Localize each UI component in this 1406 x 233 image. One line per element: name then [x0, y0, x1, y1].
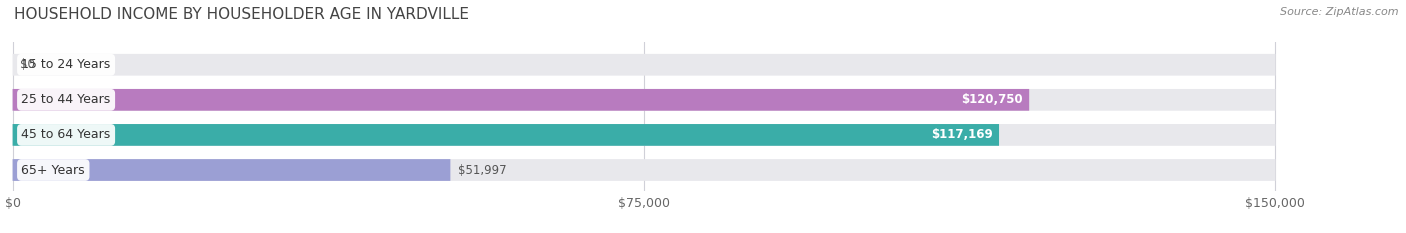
Text: 65+ Years: 65+ Years	[21, 164, 86, 177]
FancyBboxPatch shape	[13, 159, 450, 181]
Text: 15 to 24 Years: 15 to 24 Years	[21, 58, 111, 71]
FancyBboxPatch shape	[13, 89, 1029, 111]
FancyBboxPatch shape	[13, 124, 1000, 146]
FancyBboxPatch shape	[13, 159, 1275, 181]
FancyBboxPatch shape	[13, 89, 1275, 111]
Text: 25 to 44 Years: 25 to 44 Years	[21, 93, 111, 106]
Text: $120,750: $120,750	[962, 93, 1022, 106]
Text: 45 to 64 Years: 45 to 64 Years	[21, 128, 111, 141]
Text: HOUSEHOLD INCOME BY HOUSEHOLDER AGE IN YARDVILLE: HOUSEHOLD INCOME BY HOUSEHOLDER AGE IN Y…	[14, 7, 470, 22]
Text: Source: ZipAtlas.com: Source: ZipAtlas.com	[1281, 7, 1399, 17]
Text: $0: $0	[20, 58, 35, 71]
FancyBboxPatch shape	[13, 54, 1275, 76]
Text: $117,169: $117,169	[931, 128, 993, 141]
FancyBboxPatch shape	[13, 124, 1275, 146]
Text: $51,997: $51,997	[458, 164, 506, 177]
